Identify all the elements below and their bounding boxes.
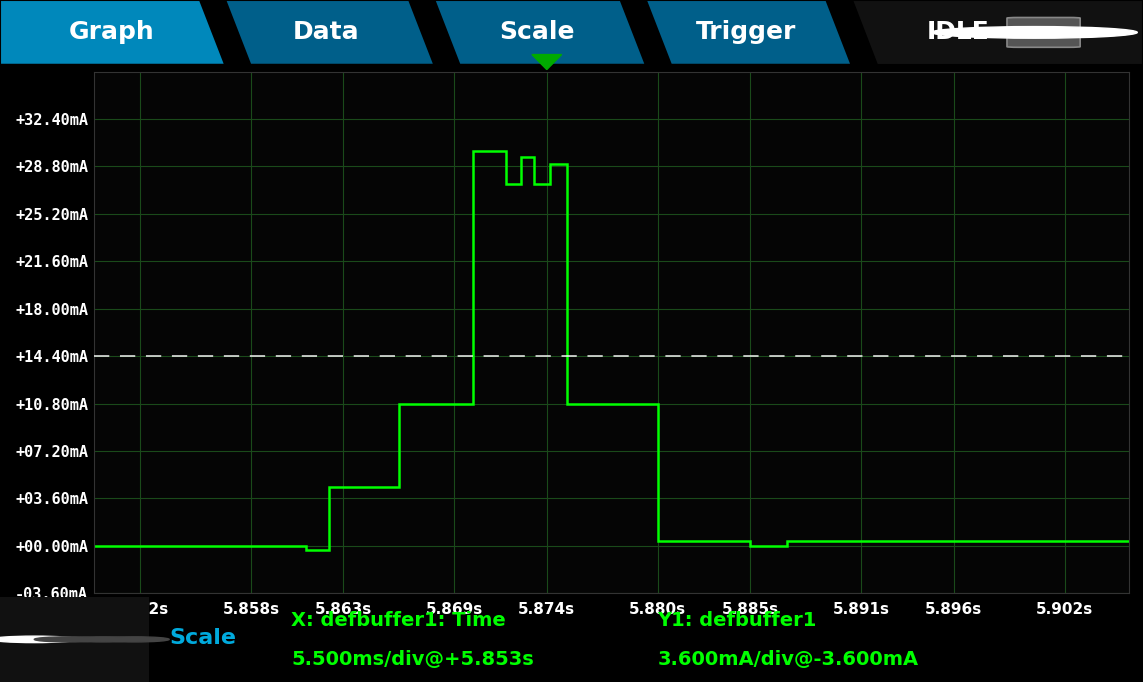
Text: Y1: defbuffer1: Y1: defbuffer1 [657, 611, 816, 630]
Text: 5.500ms/div@+5.853s: 5.500ms/div@+5.853s [291, 651, 534, 669]
Polygon shape [852, 0, 1143, 65]
Circle shape [69, 637, 137, 642]
Text: Data: Data [293, 20, 359, 44]
FancyBboxPatch shape [0, 597, 149, 682]
Circle shape [932, 27, 1137, 38]
Text: IDLE: IDLE [927, 20, 989, 44]
Text: Trigger: Trigger [696, 20, 797, 44]
Circle shape [0, 636, 78, 642]
Text: X: defbuffer1: Time: X: defbuffer1: Time [291, 611, 506, 630]
Circle shape [34, 637, 103, 642]
Polygon shape [646, 0, 852, 65]
Circle shape [101, 637, 169, 642]
Polygon shape [434, 0, 646, 65]
Polygon shape [225, 0, 434, 65]
Text: Graph: Graph [69, 20, 155, 44]
FancyBboxPatch shape [1007, 18, 1080, 47]
Polygon shape [0, 0, 225, 65]
Text: Scale: Scale [169, 627, 237, 648]
Text: Scale: Scale [499, 20, 575, 44]
Text: 3.600mA/div@-3.600mA: 3.600mA/div@-3.600mA [657, 651, 918, 669]
